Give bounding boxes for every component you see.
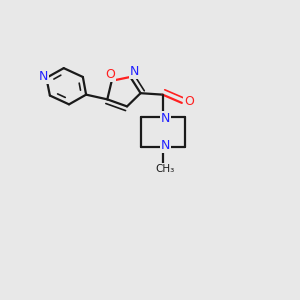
Text: O: O xyxy=(105,68,115,81)
Text: CH₃: CH₃ xyxy=(155,164,175,174)
Text: O: O xyxy=(184,95,194,108)
Text: N: N xyxy=(161,112,170,125)
Text: N: N xyxy=(130,64,140,78)
Text: N: N xyxy=(39,70,48,83)
Text: N: N xyxy=(161,139,170,152)
